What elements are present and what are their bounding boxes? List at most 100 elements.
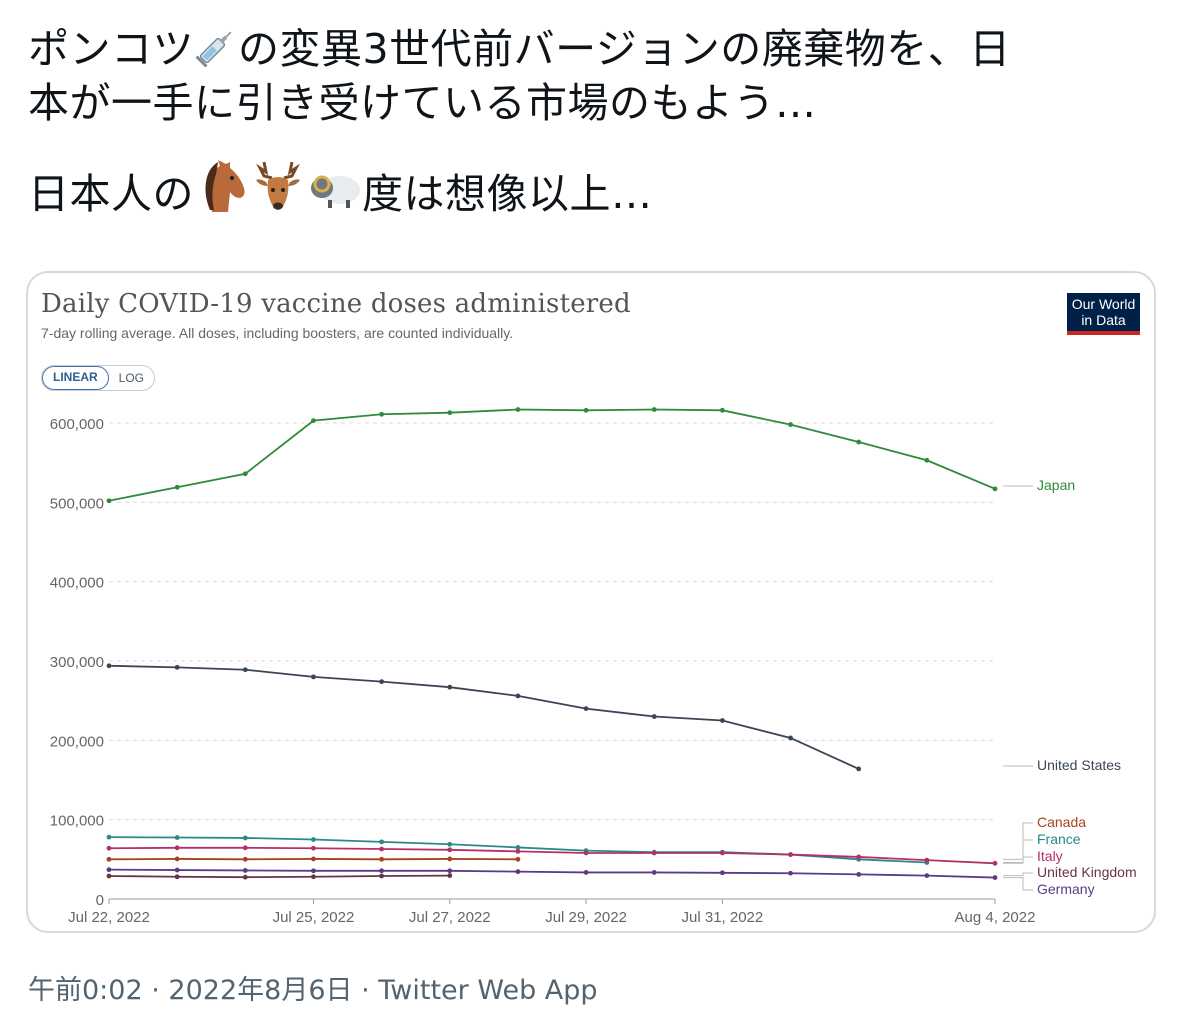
data-point xyxy=(311,856,316,862)
y-tick-label: 300,000 xyxy=(50,654,104,671)
data-point xyxy=(242,835,248,841)
x-tick-label: Aug 4, 2022 xyxy=(955,909,1036,926)
tweet-line-2: 本が一手に引き受けている市場のもよう… xyxy=(28,79,817,127)
legend-connector xyxy=(1003,877,1033,891)
data-point xyxy=(447,873,453,878)
data-point xyxy=(174,874,180,880)
data-point xyxy=(515,407,521,412)
data-point xyxy=(174,856,180,862)
data-point xyxy=(856,766,862,772)
data-point xyxy=(856,439,862,445)
data-point xyxy=(515,869,521,875)
series-line xyxy=(108,846,996,865)
data-point xyxy=(379,868,385,874)
data-point xyxy=(719,407,725,413)
data-point xyxy=(856,872,862,877)
data-point xyxy=(856,854,862,860)
data-point xyxy=(174,845,180,851)
data-point xyxy=(924,857,930,863)
data-point xyxy=(311,674,316,680)
series-label: Japan xyxy=(1037,477,1075,493)
data-point xyxy=(992,875,998,880)
data-point xyxy=(515,845,521,850)
line-chart: 0 100,000 200,000 300,000 400,000 500,000 600,… xyxy=(50,407,1137,926)
separator: · xyxy=(361,975,370,1006)
owid-logo: Our World in Data xyxy=(1067,293,1140,335)
data-point xyxy=(311,845,316,851)
x-tick-label: Jul 29, 2022 xyxy=(545,909,627,926)
scale-linear-button[interactable]: LINEAR xyxy=(42,366,109,390)
data-point xyxy=(379,856,385,862)
data-point xyxy=(447,841,453,847)
data-point xyxy=(106,498,112,504)
data-point xyxy=(447,684,453,690)
data-point xyxy=(106,873,112,879)
separator: · xyxy=(151,975,160,1006)
horse-icon xyxy=(205,160,245,212)
data-point xyxy=(106,867,112,873)
tweet-text-segment: 度は想像以上… xyxy=(362,170,653,218)
data-point xyxy=(515,856,521,862)
chart-subtitle: 7-day rolling average. All doses, includ… xyxy=(41,325,514,341)
tweet-text-segment: 日本人の xyxy=(28,170,194,218)
series-label: Italy xyxy=(1037,848,1063,864)
series-label: Germany xyxy=(1037,881,1095,897)
data-point xyxy=(583,706,589,711)
data-point xyxy=(515,693,521,699)
data-point xyxy=(311,874,316,880)
data-point xyxy=(788,852,793,857)
series-label: United Kingdom xyxy=(1037,864,1137,880)
data-point xyxy=(106,834,112,840)
x-tick-label: Jul 22, 2022 xyxy=(68,909,150,926)
chart-card[interactable]: Daily COVID-19 vaccine doses administere… xyxy=(26,271,1156,933)
data-point xyxy=(242,667,248,673)
series-label: France xyxy=(1037,831,1081,847)
data-point xyxy=(379,873,385,879)
legend-connector xyxy=(1003,839,1033,864)
legend-connector xyxy=(1003,822,1033,860)
data-point xyxy=(311,837,316,842)
data-point xyxy=(719,850,725,856)
data-point xyxy=(242,845,248,851)
data-point xyxy=(651,870,657,875)
data-point xyxy=(174,664,180,670)
data-point xyxy=(583,870,589,875)
data-point xyxy=(447,410,453,416)
series-label: Canada xyxy=(1037,814,1086,830)
data-point xyxy=(515,849,521,854)
tweet-date: 2022年8月6日 xyxy=(168,975,353,1006)
tweet-text-segment: ポンコツ xyxy=(28,25,194,73)
data-point xyxy=(242,856,248,862)
data-point xyxy=(719,718,725,723)
data-point xyxy=(379,411,385,417)
tweet-line-3: 日本人の 度は想像以上… xyxy=(28,158,1168,221)
data-point xyxy=(992,860,998,866)
x-tick-label: Jul 31, 2022 xyxy=(682,909,764,926)
y-tick-label: 200,000 xyxy=(50,733,104,750)
tweet-time: 午前0:02 xyxy=(28,975,143,1006)
tweet-footer: 午前0:02 · 2022年8月6日 · Twitter Web App xyxy=(28,968,598,1007)
y-tick-label: 100,000 xyxy=(50,813,104,830)
series-line xyxy=(108,408,996,502)
y-tick-label: 600,000 xyxy=(50,416,104,433)
data-point xyxy=(651,714,657,719)
data-point xyxy=(242,874,248,880)
data-point xyxy=(651,407,657,412)
series-line xyxy=(108,874,450,879)
chart-title: Daily COVID-19 vaccine doses administere… xyxy=(41,289,631,319)
scale-toggle[interactable]: LINEAR LOG xyxy=(41,365,156,391)
data-point xyxy=(447,847,453,853)
series-line xyxy=(108,868,996,879)
data-point xyxy=(719,870,725,876)
tweet-text-segment: の変異3世代前バージョンの廃棄物を、日 xyxy=(238,25,1011,73)
tweet-source-link[interactable]: Twitter Web App xyxy=(378,975,598,1006)
syringe-icon xyxy=(195,31,232,68)
owid-logo-line2: in Data xyxy=(1081,312,1126,328)
scale-log-button[interactable]: LOG xyxy=(118,371,145,385)
data-point xyxy=(788,422,793,427)
x-tick-label: Jul 25, 2022 xyxy=(273,909,355,926)
data-point xyxy=(242,471,248,477)
legend-connector xyxy=(1003,872,1033,877)
data-point xyxy=(788,870,793,876)
data-point xyxy=(106,856,112,862)
